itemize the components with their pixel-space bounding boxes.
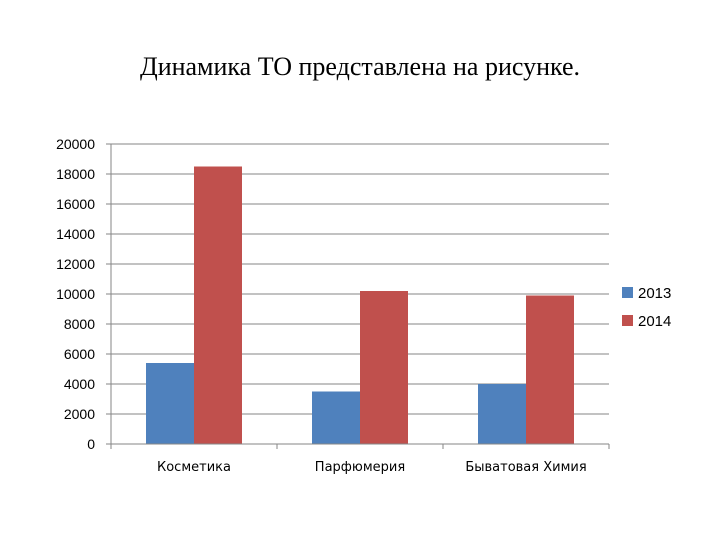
y-tick-label: 8000	[64, 316, 95, 332]
y-tick-label: 0	[87, 436, 95, 452]
legend: 2013 2014	[622, 285, 671, 330]
bar-2013-2	[312, 391, 360, 444]
legend-swatch-2013	[622, 287, 633, 298]
y-tick-label: 16000	[56, 196, 95, 212]
x-category-labels: Косметика Парфюмерия Быватовая Химия	[157, 460, 587, 475]
bar-2014-2	[360, 291, 408, 444]
y-tick-label: 12000	[56, 256, 95, 272]
bar-2014-1	[194, 166, 242, 444]
bar-2013-1	[146, 363, 194, 444]
y-tick-label: 2000	[64, 406, 95, 422]
bar-2013-3	[478, 384, 526, 444]
y-tick-label: 20000	[56, 136, 95, 152]
y-tick-label: 14000	[56, 226, 95, 242]
slide-title: Динамика ТО представлена на рисунке.	[139, 52, 581, 81]
x-category-label: Быватовая Химия	[465, 460, 586, 475]
bar-2014-3	[526, 295, 574, 444]
axes	[106, 143, 610, 449]
legend-swatch-2014	[622, 315, 633, 326]
y-tick-label: 4000	[64, 376, 95, 392]
bar-series	[146, 166, 574, 444]
y-tick-labels: 0 2000 4000 6000 8000 10000 12000 14000 16000 180…	[56, 136, 95, 452]
legend-label-2013: 2013	[638, 285, 671, 302]
y-tick-label: 10000	[56, 286, 95, 302]
x-category-label: Косметика	[157, 460, 231, 475]
y-tick-label: 18000	[56, 166, 95, 182]
y-tick-label: 6000	[64, 346, 95, 362]
x-category-label: Парфюмерия	[315, 460, 405, 475]
legend-label-2014: 2014	[638, 313, 671, 330]
